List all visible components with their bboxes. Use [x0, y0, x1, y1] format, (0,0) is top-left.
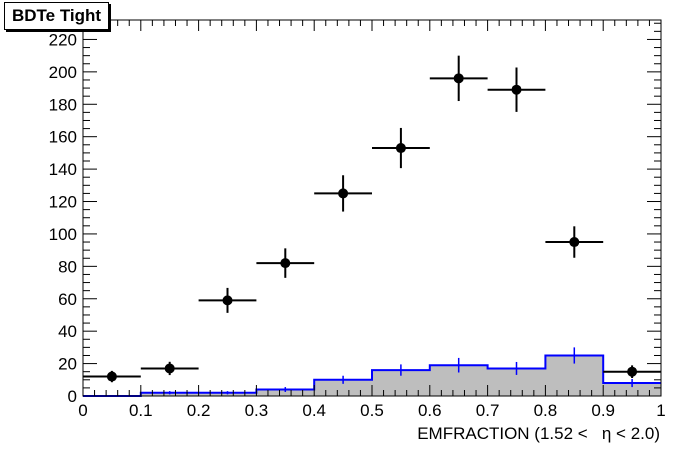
x-tick-label: 0.2	[187, 401, 211, 420]
y-tick-label: 200	[49, 63, 77, 82]
y-tick-label: 20	[58, 355, 77, 374]
x-tick-label: 0.4	[302, 401, 326, 420]
x-tick-label: 0	[78, 401, 87, 420]
x-tick-label: 0.1	[129, 401, 153, 420]
data-point	[511, 84, 522, 95]
y-tick-label: 160	[49, 128, 77, 147]
plot-frame	[82, 19, 662, 397]
y-tick-label: 220	[49, 30, 77, 49]
data-point	[627, 366, 638, 377]
x-axis-label: EMFRACTION (1.52 < η < 2.0)	[417, 424, 660, 443]
y-tick-label: 0	[68, 387, 77, 406]
y-tick-label: 120	[49, 193, 77, 212]
y-tick-label: 100	[49, 225, 77, 244]
y-tick-label: 60	[58, 290, 77, 309]
data-point	[280, 258, 291, 269]
y-tick-label: 80	[58, 257, 77, 276]
x-tick-label: 1	[656, 401, 665, 420]
data-point	[164, 363, 175, 374]
x-tick-label: 0.6	[418, 401, 442, 420]
x-tick-label: 0.7	[476, 401, 500, 420]
data-point	[395, 143, 406, 154]
y-tick-label: 40	[58, 322, 77, 341]
data-point	[569, 237, 580, 248]
x-tick-label: 0.3	[245, 401, 269, 420]
chart-title: BDTe Tight	[4, 2, 110, 30]
y-tick-label: 180	[49, 95, 77, 114]
data-point	[338, 188, 349, 199]
x-tick-label: 0.5	[360, 401, 384, 420]
data-point	[453, 73, 464, 84]
x-tick-label: 0.8	[534, 401, 558, 420]
y-tick-label: 140	[49, 160, 77, 179]
data-point	[106, 371, 117, 382]
data-point	[222, 295, 233, 306]
x-tick-label: 0.9	[591, 401, 615, 420]
